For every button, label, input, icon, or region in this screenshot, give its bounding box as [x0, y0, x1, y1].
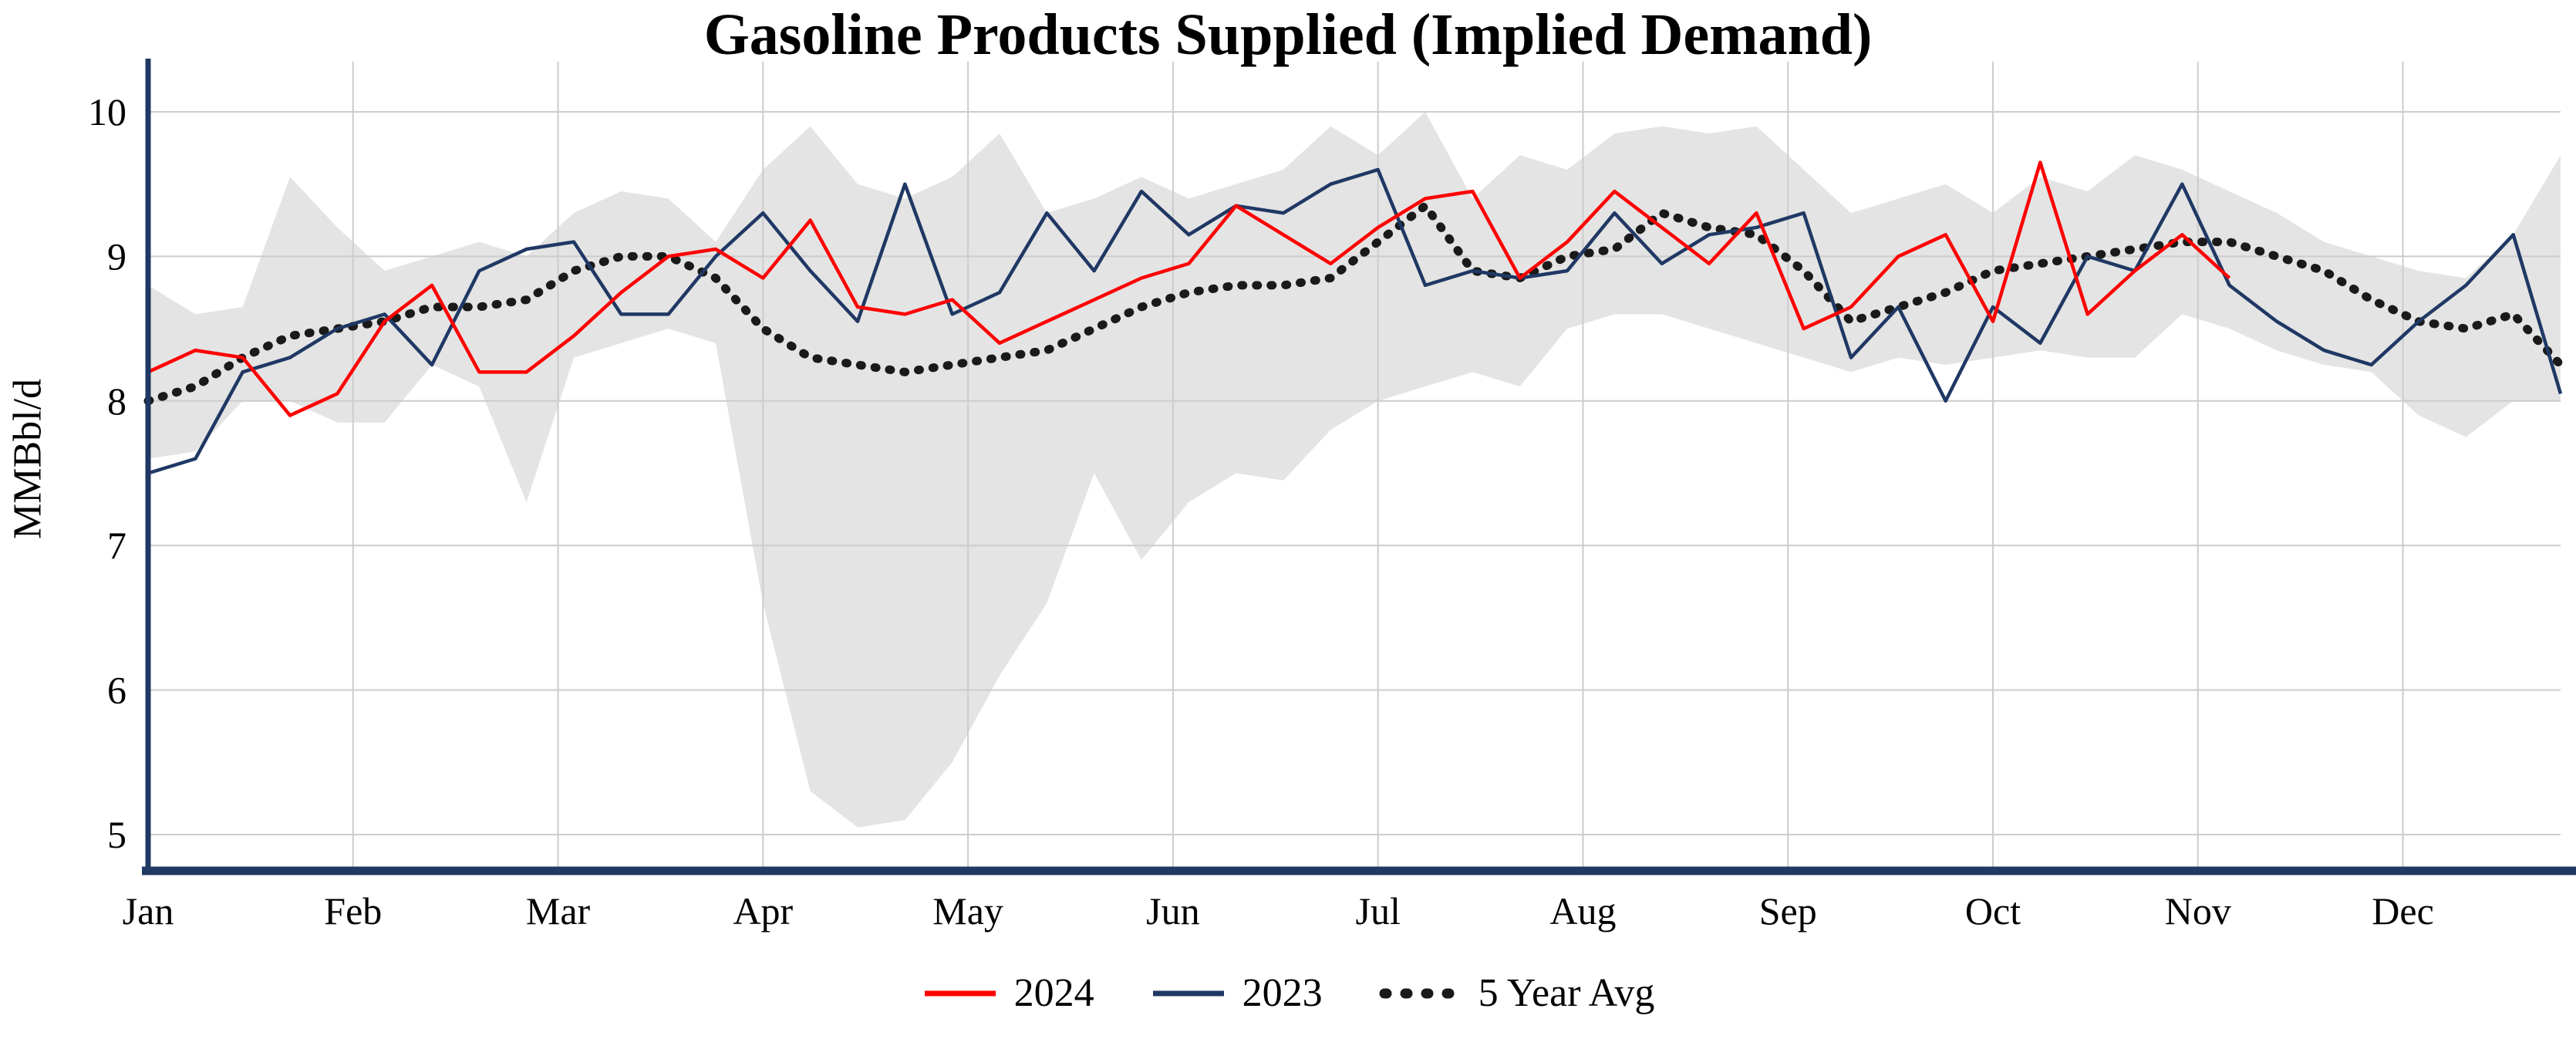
x-tick-label: May [932, 889, 1003, 933]
legend-label-5yr-avg: 5 Year Avg [1478, 971, 1655, 1015]
x-tick-label: Sep [1759, 889, 1817, 933]
x-tick-label: Apr [733, 889, 793, 933]
x-tick-label: Oct [1965, 889, 2021, 933]
x-tick-label: Nov [2165, 889, 2231, 933]
x-tick-label: Feb [324, 889, 382, 933]
legend-swatch-5yr-avg [1379, 988, 1463, 998]
x-tick-label: Dec [2372, 889, 2434, 933]
x-tick-label: Jan [123, 889, 174, 933]
legend-label-2024: 2024 [1013, 971, 1094, 1015]
x-tick-label: Aug [1549, 889, 1616, 933]
legend-item-5yr-avg: 5 Year Avg [1378, 970, 1655, 1016]
y-tick-label: 8 [107, 379, 126, 423]
chart-title: Gasoline Products Supplied (Implied Dema… [703, 2, 1873, 67]
x-tick-label: Mar [526, 889, 591, 933]
y-tick-label: 10 [88, 90, 126, 133]
series-line-5-year-avg [143, 201, 2565, 406]
y-tick-label: 5 [107, 813, 126, 856]
legend: 2024 2023 5 Year Avg [0, 970, 2576, 1016]
series-line-2024 [147, 160, 2231, 417]
legend-swatch-2024 [924, 990, 996, 996]
y-tick-label: 6 [107, 669, 126, 712]
legend-item-2023: 2023 [1150, 970, 1323, 1016]
legend-item-2024: 2024 [922, 970, 1094, 1016]
plot-area: 5 6 7 8 9 10 Jan Feb Mar Apr May Jun Jul Aug Sep Oct Nov… [88, 59, 2576, 933]
series-line-2023 [147, 167, 2563, 475]
y-tick-label: 7 [107, 524, 126, 567]
x-tick-label: Jun [1146, 889, 1199, 933]
legend-swatch-2023 [1152, 990, 1224, 996]
x-tick-label: Jul [1355, 889, 1400, 933]
legend-label-2023: 2023 [1242, 971, 1323, 1015]
y-tick-label: 9 [107, 234, 126, 278]
